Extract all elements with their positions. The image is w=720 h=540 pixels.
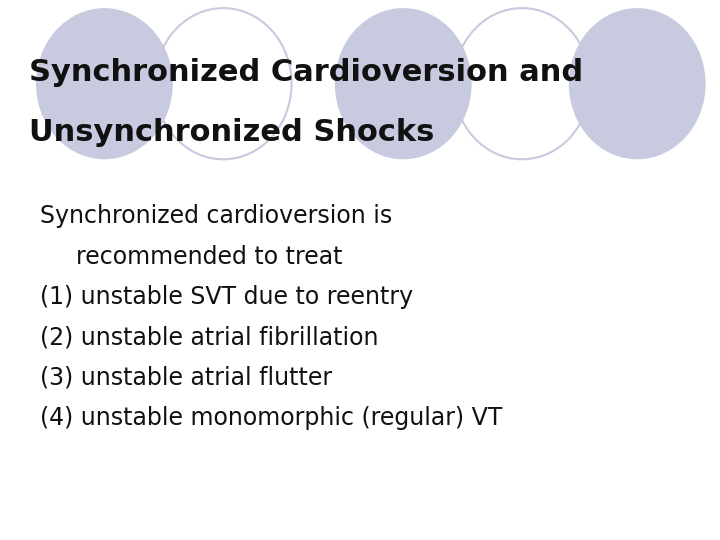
Text: Synchronized cardioversion is: Synchronized cardioversion is <box>40 204 392 228</box>
Text: Unsynchronized Shocks: Unsynchronized Shocks <box>29 118 434 147</box>
Ellipse shape <box>36 8 173 159</box>
Text: recommended to treat: recommended to treat <box>76 245 342 268</box>
Text: (3) unstable atrial flutter: (3) unstable atrial flutter <box>40 366 332 390</box>
Ellipse shape <box>569 8 706 159</box>
Text: (2) unstable atrial fibrillation: (2) unstable atrial fibrillation <box>40 326 378 349</box>
Text: (4) unstable monomorphic (regular) VT: (4) unstable monomorphic (regular) VT <box>40 407 502 430</box>
Text: Synchronized Cardioversion and: Synchronized Cardioversion and <box>29 58 583 87</box>
Ellipse shape <box>335 8 472 159</box>
Text: (1) unstable SVT due to reentry: (1) unstable SVT due to reentry <box>40 285 413 309</box>
